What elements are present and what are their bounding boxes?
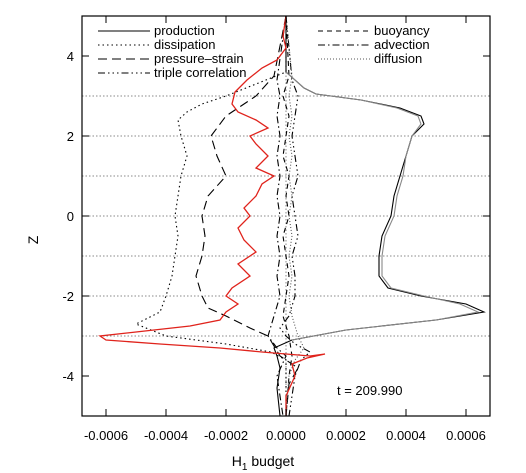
y-tick-label: 4 (67, 49, 74, 64)
legend: productiondissipationpressure–straintrip… (98, 23, 430, 80)
time-annotation: t = 209.990 (337, 383, 402, 398)
series-line-8 (98, 15, 326, 416)
series-line-3 (279, 15, 311, 417)
x-tick-label: -0.0006 (84, 428, 128, 443)
legend-label: triple correlation (154, 65, 247, 80)
series-line-7 (285, 71, 480, 341)
x-tick-label: 0.0002 (326, 428, 366, 443)
legend-label: buoyancy (374, 23, 430, 38)
x-tick-label: -0.0002 (204, 428, 248, 443)
x-axis-title: H1 budget (232, 453, 295, 473)
series-lines (98, 15, 486, 417)
legend-label: dissipation (154, 37, 215, 52)
y-tick-label: 0 (67, 209, 74, 224)
series-line-5 (267, 15, 287, 417)
legend-label: production (154, 23, 215, 38)
x-tick-label: 0.0004 (386, 428, 426, 443)
axis-ticks: -0.0006 -0.0004 -0.0002 0.0000 0.0002 0.0004 0… (62, 16, 490, 443)
x-tick-label: -0.0004 (144, 428, 188, 443)
legend-label: diffusion (374, 51, 422, 66)
y-axis-title: Z (25, 235, 41, 244)
series-line-2 (195, 15, 299, 417)
y-tick-label: 2 (67, 129, 74, 144)
y-tick-label: -2 (62, 289, 74, 304)
legend-label: pressure–strain (154, 51, 244, 66)
legend-label: advection (374, 37, 430, 52)
x-tick-label: 0.0006 (446, 428, 486, 443)
series-line-1 (134, 16, 287, 416)
x-tick-label: 0.0000 (266, 428, 306, 443)
y-tick-label: -4 (62, 369, 74, 384)
series-line-6 (285, 15, 305, 417)
